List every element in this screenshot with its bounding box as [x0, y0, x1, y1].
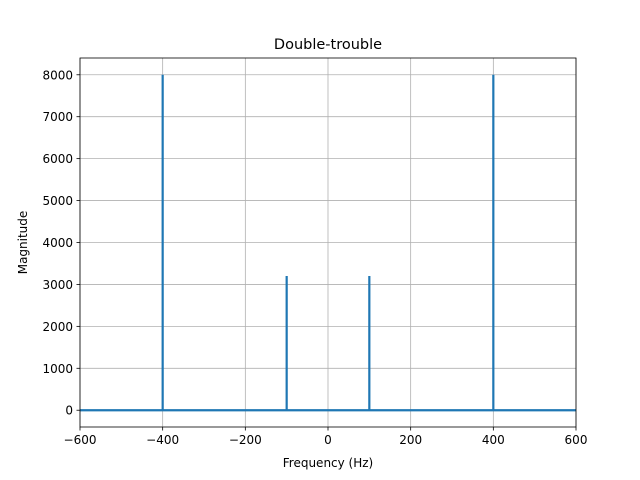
y-tick-label: 1000 — [42, 362, 73, 376]
y-tick-label: 8000 — [42, 68, 73, 82]
x-axis-label: Frequency (Hz) — [283, 456, 374, 470]
x-tick-label: 400 — [482, 433, 505, 447]
y-axis-ticks: 0 1000 2000 3000 4000 5000 6000 7000 8000 — [42, 68, 80, 418]
series-line — [80, 74, 576, 412]
x-tick-label: 600 — [565, 433, 588, 447]
x-tick-label: −200 — [229, 433, 262, 447]
y-tick-label: 2000 — [42, 320, 73, 334]
x-tick-label: −600 — [64, 433, 97, 447]
y-tick-label: 3000 — [42, 278, 73, 292]
series-layer — [80, 74, 576, 412]
y-tick-label: 7000 — [42, 110, 73, 124]
y-tick-label: 5000 — [42, 194, 73, 208]
x-tick-label: 200 — [399, 433, 422, 447]
y-axis-label: Magnitude — [16, 211, 30, 275]
y-tick-label: 0 — [65, 404, 73, 418]
x-axis-ticks: −600 −400 −200 0 200 400 600 — [64, 427, 588, 447]
x-tick-label: 0 — [324, 433, 332, 447]
chart-title: Double-trouble — [274, 37, 382, 53]
x-tick-label: −400 — [146, 433, 179, 447]
y-tick-label: 4000 — [42, 236, 73, 250]
y-tick-label: 6000 — [42, 152, 73, 166]
